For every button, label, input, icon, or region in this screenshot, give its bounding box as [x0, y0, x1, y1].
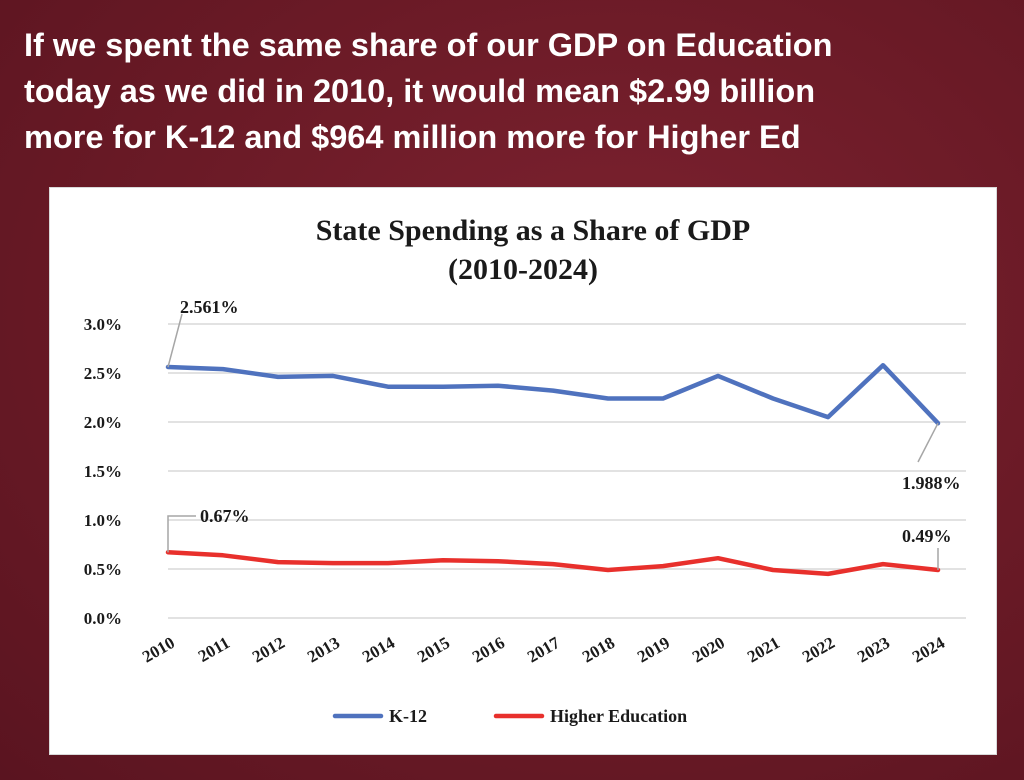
- gridlines: [168, 323, 966, 619]
- y-tick-label: 2.5%: [84, 364, 122, 383]
- data-label: 0.67%: [200, 506, 250, 526]
- y-axis-ticks: 0.0% 0.5% 1.0% 1.5% 2.0% 2.5% 3.0%: [84, 315, 122, 628]
- x-tick-label: 2024: [909, 633, 948, 667]
- legend-label: K-12: [389, 706, 427, 726]
- headline: If we spent the same share of our GDP on…: [24, 22, 1009, 160]
- x-axis-ticks: 2010 2011 2012 2013 2014 2015 2016 2017 2018 2019…: [139, 633, 948, 667]
- y-tick-label: 3.0%: [84, 315, 122, 334]
- headline-line-3: more for K-12 and $964 million more for …: [24, 119, 801, 155]
- annotation-leader: [167, 313, 183, 368]
- chart-card: State Spending as a Share of GDP (2010-2…: [49, 187, 997, 755]
- data-annotations: 2.561% 1.988% 0.67% 0.49%: [167, 297, 961, 570]
- x-tick-label: 2020: [689, 633, 728, 666]
- headline-line-1: If we spent the same share of our GDP on…: [24, 27, 833, 63]
- chart-subtitle: (2010-2024): [448, 253, 598, 286]
- x-tick-label: 2018: [579, 633, 618, 666]
- series-line-higher-education: [165, 550, 941, 577]
- x-tick-label: 2013: [304, 633, 343, 666]
- x-tick-label: 2021: [744, 633, 783, 666]
- x-tick-label: 2023: [854, 633, 893, 666]
- annotation-leader: [917, 422, 939, 463]
- y-tick-label: 0.0%: [84, 609, 122, 628]
- x-tick-label: 2017: [524, 633, 563, 667]
- x-tick-label: 2022: [799, 633, 838, 666]
- series-line-k12: [165, 362, 941, 426]
- headline-line-2: today as we did in 2010, it would mean $…: [24, 73, 816, 109]
- y-tick-label: 2.0%: [84, 413, 122, 432]
- line-chart: State Spending as a Share of GDP (2010-2…: [84, 214, 966, 726]
- y-tick-label: 1.0%: [84, 511, 122, 530]
- data-label: 0.49%: [902, 526, 952, 546]
- y-tick-label: 1.5%: [84, 462, 122, 481]
- x-tick-label: 2011: [195, 633, 233, 666]
- x-tick-label: 2019: [634, 633, 673, 666]
- y-tick-label: 0.5%: [84, 560, 122, 579]
- legend-label: Higher Education: [550, 706, 687, 726]
- x-tick-label: 2010: [139, 633, 178, 666]
- x-tick-label: 2016: [469, 633, 508, 666]
- data-label: 1.988%: [902, 473, 961, 493]
- x-tick-label: 2015: [414, 633, 453, 666]
- chart-title: State Spending as a Share of GDP: [316, 214, 751, 247]
- series-lines: [165, 362, 941, 577]
- data-label: 2.561%: [180, 297, 239, 317]
- x-tick-label: 2012: [249, 633, 288, 666]
- legend: K-12 Higher Education: [332, 706, 687, 726]
- x-tick-label: 2014: [359, 633, 398, 667]
- annotation-leader: [167, 515, 196, 553]
